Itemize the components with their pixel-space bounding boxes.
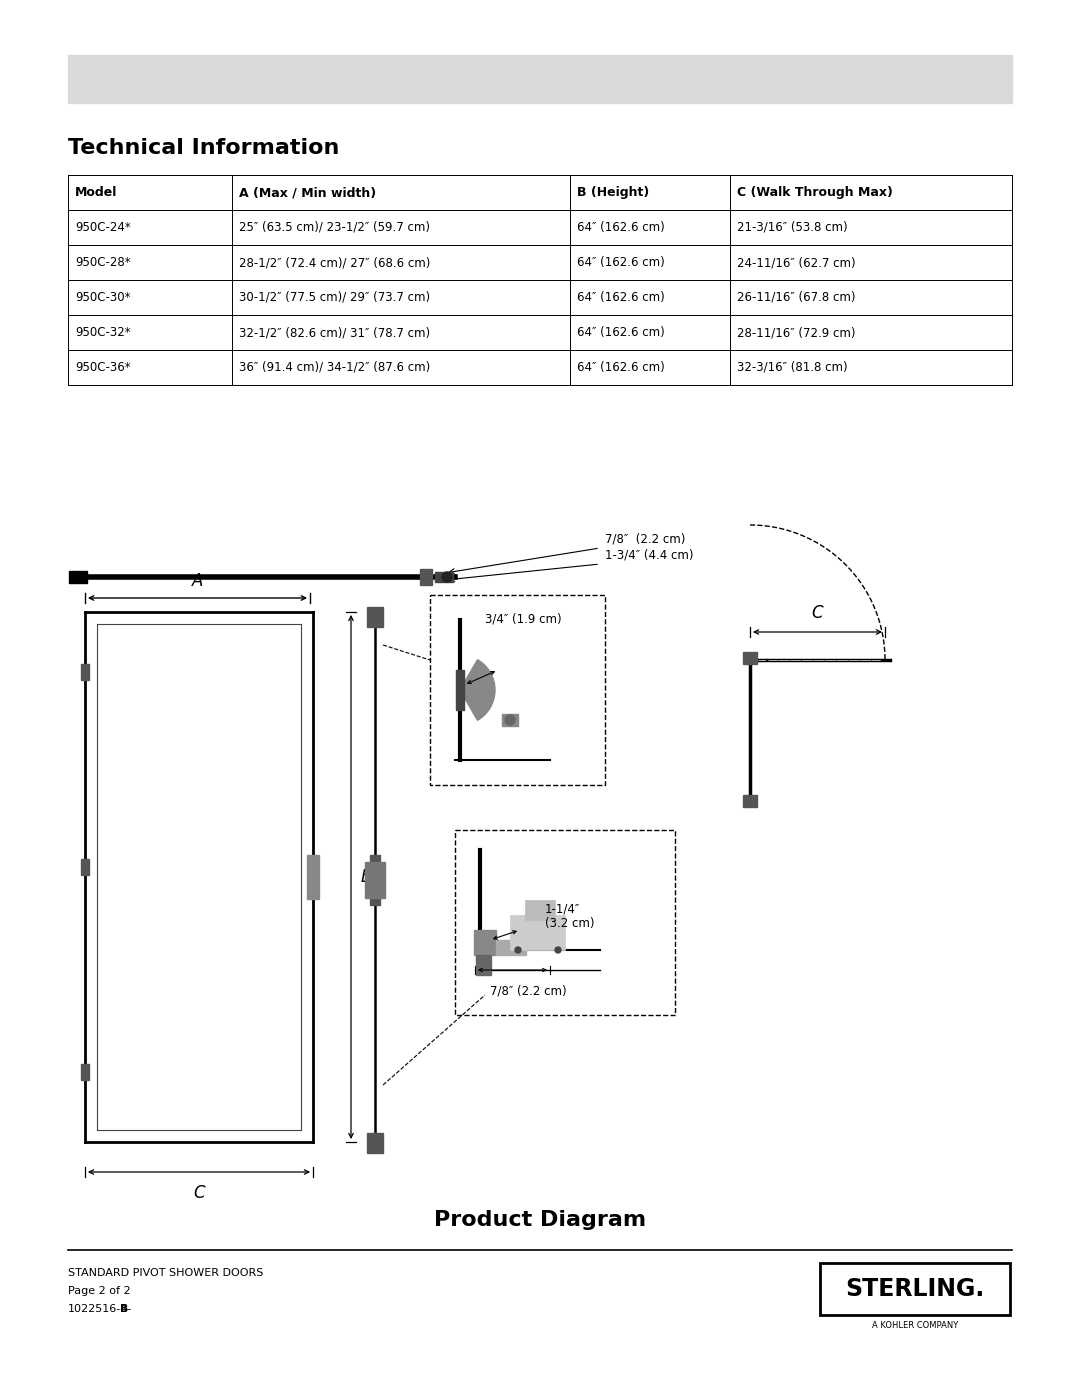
Bar bbox=[307, 855, 319, 900]
Bar bbox=[81, 859, 89, 875]
Bar bbox=[510, 915, 565, 950]
Bar bbox=[370, 855, 380, 905]
Text: 1-1/4″
(3.2 cm): 1-1/4″ (3.2 cm) bbox=[545, 902, 594, 930]
Text: Page 2 of 2: Page 2 of 2 bbox=[68, 1287, 131, 1296]
Bar bbox=[525, 900, 555, 921]
Text: 64″ (162.6 cm): 64″ (162.6 cm) bbox=[577, 291, 665, 305]
Circle shape bbox=[515, 947, 521, 953]
Circle shape bbox=[555, 947, 561, 953]
Bar bbox=[820, 1263, 1010, 1315]
Text: B: B bbox=[361, 868, 373, 886]
Text: 24-11/16″ (62.7 cm): 24-11/16″ (62.7 cm) bbox=[737, 256, 855, 270]
Text: 32-3/16″ (81.8 cm): 32-3/16″ (81.8 cm) bbox=[737, 360, 848, 374]
Text: C: C bbox=[812, 604, 823, 622]
Text: A KOHLER COMPANY: A KOHLER COMPANY bbox=[872, 1322, 958, 1330]
Bar bbox=[455, 830, 675, 1016]
Bar bbox=[365, 862, 384, 898]
Text: B (Height): B (Height) bbox=[577, 186, 649, 198]
Bar bbox=[476, 956, 491, 975]
Text: 26-11/16″ (67.8 cm): 26-11/16″ (67.8 cm) bbox=[737, 291, 855, 305]
Bar bbox=[435, 571, 453, 583]
Bar bbox=[81, 664, 89, 680]
Text: 64″ (162.6 cm): 64″ (162.6 cm) bbox=[577, 221, 665, 235]
Text: A: A bbox=[192, 571, 203, 590]
Text: STANDARD PIVOT SHOWER DOORS: STANDARD PIVOT SHOWER DOORS bbox=[68, 1268, 264, 1278]
Bar bbox=[68, 54, 1012, 103]
Bar bbox=[474, 930, 496, 956]
Text: B: B bbox=[120, 1303, 129, 1315]
Text: 950C-32*: 950C-32* bbox=[75, 326, 131, 339]
Text: Technical Information: Technical Information bbox=[68, 138, 339, 158]
Text: 950C-24*: 950C-24* bbox=[75, 221, 131, 235]
Text: A (Max / Min width): A (Max / Min width) bbox=[239, 186, 376, 198]
Text: Product Diagram: Product Diagram bbox=[434, 1210, 646, 1229]
Bar bbox=[69, 571, 87, 583]
Bar bbox=[367, 608, 383, 627]
Bar bbox=[496, 940, 526, 956]
Text: 30-1/2″ (77.5 cm)/ 29″ (73.7 cm): 30-1/2″ (77.5 cm)/ 29″ (73.7 cm) bbox=[239, 291, 430, 305]
Wedge shape bbox=[460, 659, 495, 721]
Bar bbox=[420, 569, 432, 585]
Text: 7/8″ (2.2 cm): 7/8″ (2.2 cm) bbox=[490, 985, 567, 997]
Text: 950C-28*: 950C-28* bbox=[75, 256, 131, 270]
Bar bbox=[367, 1133, 383, 1153]
Text: Model: Model bbox=[75, 186, 118, 198]
Text: 25″ (63.5 cm)/ 23-1/2″ (59.7 cm): 25″ (63.5 cm)/ 23-1/2″ (59.7 cm) bbox=[239, 221, 430, 235]
Bar bbox=[502, 714, 518, 726]
Circle shape bbox=[505, 715, 515, 725]
Text: 28-11/16″ (72.9 cm): 28-11/16″ (72.9 cm) bbox=[737, 326, 855, 339]
Text: 7/8″  (2.2 cm): 7/8″ (2.2 cm) bbox=[605, 534, 686, 546]
Bar bbox=[743, 795, 757, 807]
Text: 21-3/16″ (53.8 cm): 21-3/16″ (53.8 cm) bbox=[737, 221, 848, 235]
Text: C: C bbox=[193, 1185, 205, 1201]
Text: 32-1/2″ (82.6 cm)/ 31″ (78.7 cm): 32-1/2″ (82.6 cm)/ 31″ (78.7 cm) bbox=[239, 326, 430, 339]
Text: 36″ (91.4 cm)/ 34-1/2″ (87.6 cm): 36″ (91.4 cm)/ 34-1/2″ (87.6 cm) bbox=[239, 360, 430, 374]
Text: 64″ (162.6 cm): 64″ (162.6 cm) bbox=[577, 326, 665, 339]
Text: 950C-30*: 950C-30* bbox=[75, 291, 131, 305]
Text: C (Walk Through Max): C (Walk Through Max) bbox=[737, 186, 893, 198]
Text: STERLING.: STERLING. bbox=[846, 1277, 985, 1301]
Text: 3/4″ (1.9 cm): 3/4″ (1.9 cm) bbox=[485, 613, 562, 626]
Text: 28-1/2″ (72.4 cm)/ 27″ (68.6 cm): 28-1/2″ (72.4 cm)/ 27″ (68.6 cm) bbox=[239, 256, 430, 270]
Bar bbox=[743, 652, 757, 664]
Bar bbox=[430, 595, 605, 785]
Bar bbox=[81, 1065, 89, 1080]
Text: 64″ (162.6 cm): 64″ (162.6 cm) bbox=[577, 360, 665, 374]
Text: 950C-36*: 950C-36* bbox=[75, 360, 131, 374]
Bar bbox=[456, 671, 464, 710]
Text: 1022516-4-: 1022516-4- bbox=[68, 1303, 133, 1315]
Text: 64″ (162.6 cm): 64″ (162.6 cm) bbox=[577, 256, 665, 270]
Circle shape bbox=[442, 571, 453, 583]
Text: 1-3/4″ (4.4 cm): 1-3/4″ (4.4 cm) bbox=[605, 549, 693, 562]
